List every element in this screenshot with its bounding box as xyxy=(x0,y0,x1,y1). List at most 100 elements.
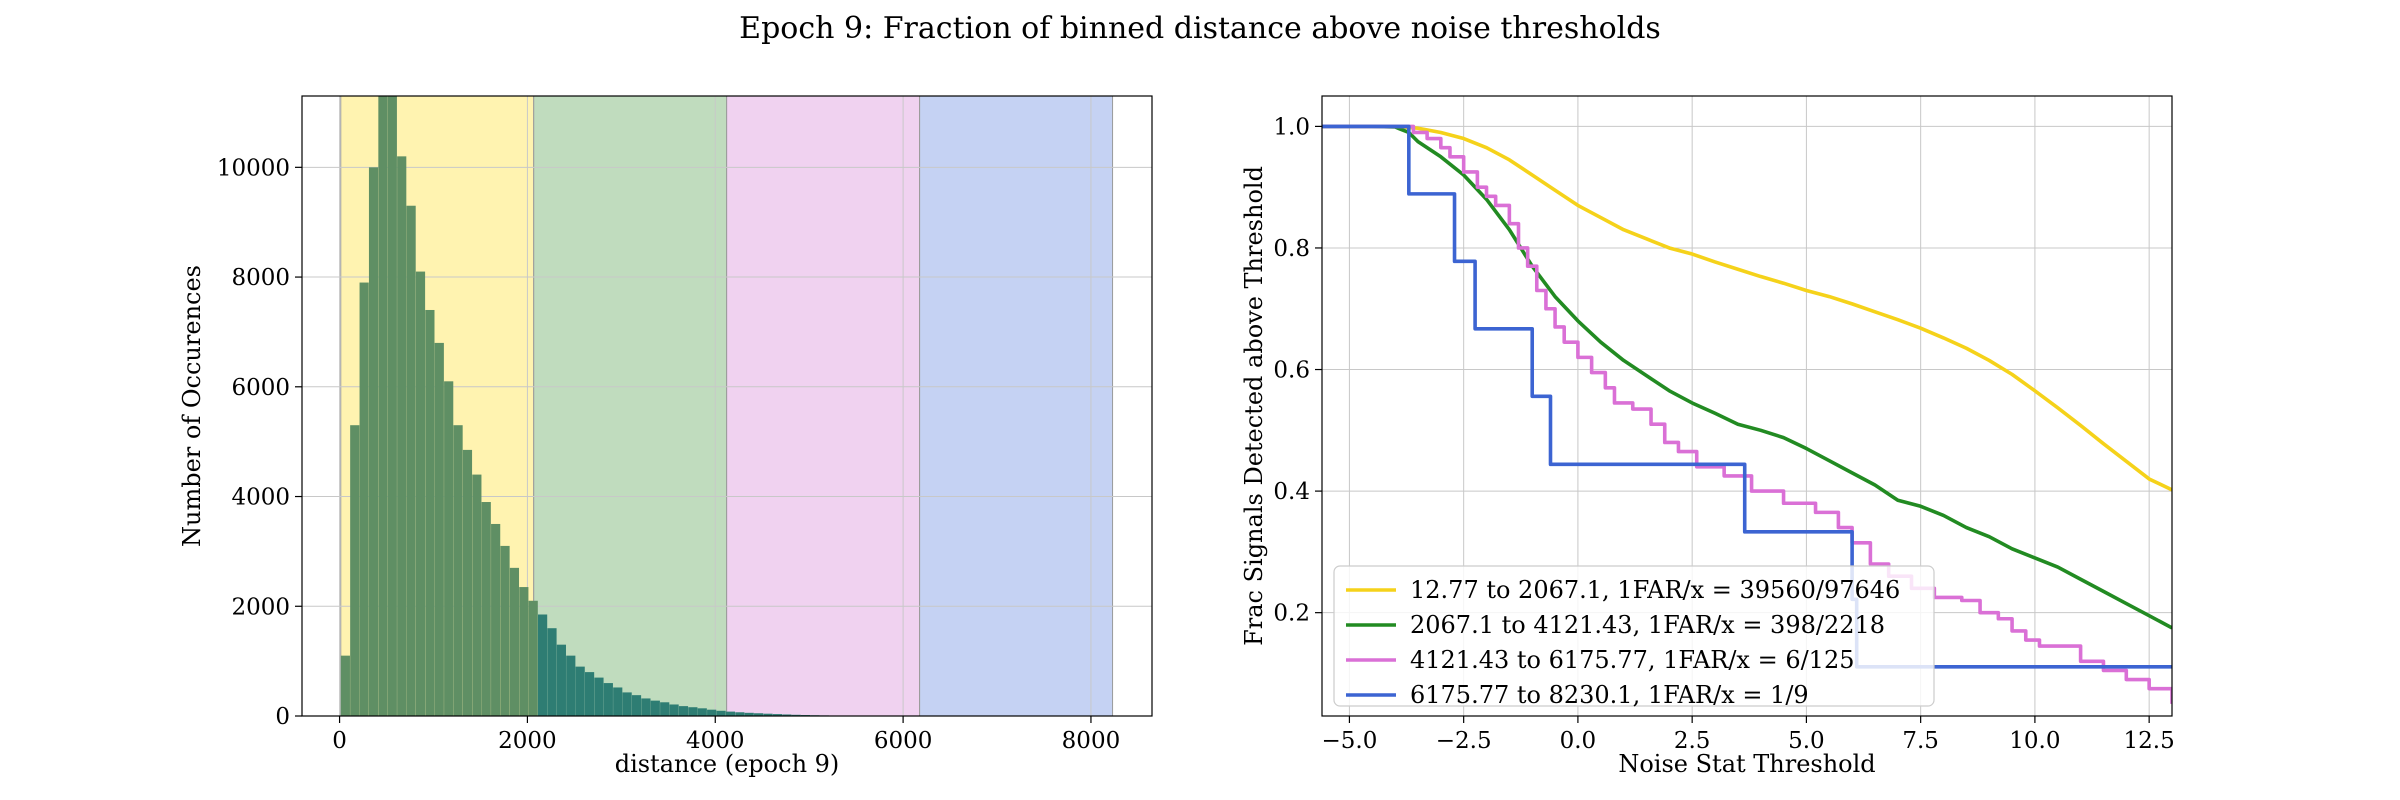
histogram-bar xyxy=(434,342,444,716)
line-chart-x-ticks: −5.0 −2.5 0.0 2.5 5.0 7.5 10.0 12.5 xyxy=(1321,716,2175,754)
histogram-x-tick-label: 8000 xyxy=(1062,728,1121,754)
histogram-bar xyxy=(556,644,566,716)
series-line-0 xyxy=(1322,124,2172,492)
histogram-bar xyxy=(378,96,388,716)
histogram-y-ticks: 0 2000 4000 6000 8000 10000 xyxy=(217,155,302,730)
histogram-bar xyxy=(547,628,557,716)
histogram-bar xyxy=(406,205,416,717)
histogram-x-axis-label: distance (epoch 9) xyxy=(615,750,840,778)
histogram-bar xyxy=(359,282,369,716)
series-line-1 xyxy=(1322,124,2172,630)
histogram-bar xyxy=(641,698,651,716)
line-x-tick-label: 2.5 xyxy=(1674,728,1711,754)
line-chart-y-axis-label: Frac Signals Detected above Threshold xyxy=(1240,166,1268,646)
histogram-bar xyxy=(509,567,520,716)
histogram-bar xyxy=(397,156,407,716)
histogram-bar xyxy=(594,677,604,716)
histogram-y-tick-label: 6000 xyxy=(231,375,290,401)
histogram-bar xyxy=(678,706,689,716)
line-x-tick-label: 7.5 xyxy=(1902,728,1939,754)
histogram-bar xyxy=(481,502,491,716)
line-chart-axes-frame xyxy=(1321,95,2173,717)
histogram-bar xyxy=(613,687,623,716)
histogram-bar xyxy=(763,713,773,716)
line-chart-y-ticks: 0.2 0.4 0.6 0.8 1.0 xyxy=(1273,114,1322,627)
histogram-y-tick-label: 0 xyxy=(275,704,290,730)
histogram-y-axis-label: Number of Occurences xyxy=(178,265,206,547)
line-chart-x-axis-label: Noise Stat Threshold xyxy=(1618,750,1875,778)
histogram-bar xyxy=(697,708,707,716)
histogram-bar xyxy=(491,523,501,716)
histogram-bar xyxy=(669,704,679,716)
histogram-x-tick-label: 6000 xyxy=(874,728,933,754)
histogram-bar xyxy=(716,710,726,716)
histogram-bars xyxy=(340,96,905,717)
histogram-bar xyxy=(622,692,632,716)
histogram-bar xyxy=(744,712,754,716)
histogram-bar xyxy=(340,655,350,716)
histogram-bar xyxy=(631,695,642,716)
histogram-bar xyxy=(350,425,360,716)
histogram-bar xyxy=(538,614,548,716)
legend-label-1: 2067.1 to 4121.43, 1FAR/x = 398/2218 xyxy=(1410,611,1885,639)
histogram-bar xyxy=(772,714,783,716)
legend-box xyxy=(1333,565,1935,707)
histogram-bar xyxy=(735,712,745,716)
histogram-y-tick-label: 8000 xyxy=(231,265,290,291)
legend: 12.77 to 2067.1, 1FAR/x = 39560/97646 206… xyxy=(1333,565,1935,709)
line-y-tick-label: 0.8 xyxy=(1273,236,1310,262)
band-3 xyxy=(919,96,1113,716)
histogram-bar xyxy=(575,666,585,716)
histogram-bar xyxy=(415,271,426,716)
line-x-tick-label: 0.0 xyxy=(1560,728,1597,754)
distance-bands xyxy=(340,96,1114,716)
histogram-x-tick-label: 2000 xyxy=(498,728,557,754)
series-line-2 xyxy=(1322,124,2172,704)
line-y-tick-label: 0.2 xyxy=(1273,601,1310,627)
histogram-y-tick-label: 4000 xyxy=(231,485,290,511)
histogram-bar xyxy=(650,700,660,716)
histogram-bar xyxy=(707,709,717,716)
histogram-x-tick-label: 4000 xyxy=(686,728,745,754)
histogram-y-tick-label: 10000 xyxy=(217,155,290,181)
legend-label-0: 12.77 to 2067.1, 1FAR/x = 39560/97646 xyxy=(1410,576,1900,604)
histogram-chart: 0 2000 4000 6000 8000 0 2000 4000 6000 8000 10000… xyxy=(178,95,1153,778)
histogram-bar xyxy=(584,672,595,716)
histogram-bar xyxy=(791,714,801,716)
histogram-bar xyxy=(387,96,397,716)
histogram-bar xyxy=(754,713,764,716)
band-2 xyxy=(726,96,920,716)
line-x-tick-label: −2.5 xyxy=(1436,728,1492,754)
line-y-tick-label: 0.4 xyxy=(1273,479,1310,505)
line-x-tick-label: 5.0 xyxy=(1788,728,1825,754)
line-x-tick-label: 12.5 xyxy=(2124,728,2175,754)
line-x-tick-label: −5.0 xyxy=(1321,728,1377,754)
histogram-bar xyxy=(425,309,435,716)
histogram-x-tick-label: 0 xyxy=(332,728,347,754)
histogram-bar xyxy=(519,587,529,716)
line-x-tick-label: 10.0 xyxy=(2009,728,2060,754)
histogram-bar xyxy=(444,381,454,716)
histogram-axes-frame xyxy=(301,95,1153,717)
histogram-bar xyxy=(368,167,379,716)
histogram-bar xyxy=(603,683,613,716)
histogram-bar xyxy=(453,425,463,716)
histogram-bar xyxy=(782,714,792,716)
histogram-bar xyxy=(472,474,482,716)
histogram-bar xyxy=(462,449,473,716)
histogram-y-tick-label: 2000 xyxy=(231,594,290,620)
histogram-bar xyxy=(688,707,698,716)
histogram-bar xyxy=(566,655,576,716)
histogram-x-ticks: 0 2000 4000 6000 8000 xyxy=(332,716,1120,754)
histogram-bar xyxy=(528,600,538,716)
threshold-line-chart: −5.0 −2.5 0.0 2.5 5.0 7.5 10.0 12.5 0.20.40.60.… xyxy=(1240,95,2175,778)
band-1 xyxy=(533,96,727,716)
legend-label-3: 6175.77 to 8230.1, 1FAR/x = 1/9 xyxy=(1410,681,1809,709)
line-y-tick-label: 0.6 xyxy=(1273,358,1310,384)
histogram-bar xyxy=(660,702,670,716)
line-y-tick-label: 1.0 xyxy=(1273,114,1310,140)
legend-label-2: 4121.43 to 6175.77, 1FAR/x = 6/125 xyxy=(1410,646,1855,674)
histogram-bar xyxy=(500,545,510,716)
figure-title: Epoch 9: Fraction of binned distance abo… xyxy=(739,11,1661,46)
